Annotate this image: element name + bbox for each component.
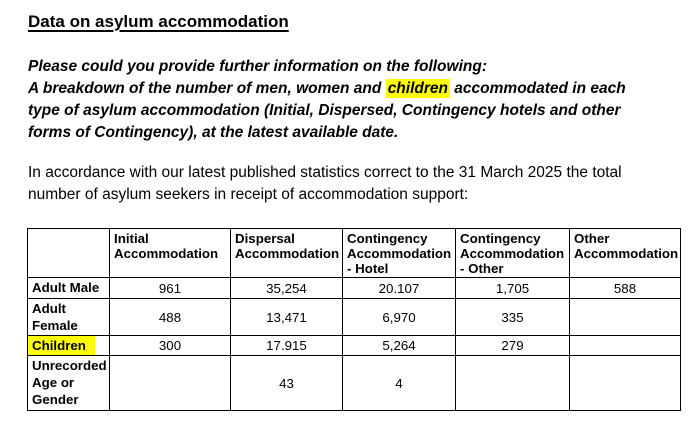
request-line-3: type of asylum accommodation (Initial, D…	[28, 102, 621, 119]
intro-line-1: In accordance with our latest published …	[28, 164, 622, 181]
request-line-2-post: accommodated in each	[454, 80, 626, 97]
table-cell: 5,264	[342, 335, 456, 356]
table-cell: 20.107	[342, 277, 456, 299]
column-header-dispersal: Dispersal Accommodation	[230, 228, 343, 278]
table-cell	[569, 355, 681, 411]
table-header-row: Initial Accommodation Dispersal Accommod…	[27, 228, 681, 278]
row-label-children: Children	[27, 335, 110, 356]
column-header-contingency-other: Contingency Accommodation - Other	[455, 228, 570, 278]
column-header-initial: Initial Accommodation	[109, 228, 231, 278]
request-line-1: Please could you provide further informa…	[28, 58, 487, 75]
table-cell: 43	[230, 355, 343, 411]
request-line-2-pre: A breakdown of the number of men, women …	[28, 80, 382, 97]
row-label-adult-male: Adult Male	[27, 277, 110, 299]
table-row-adult-male: Adult Male 961 35,254 20.107 1,705 588	[27, 277, 681, 299]
highlighted-word-children: children	[385, 79, 450, 98]
table-cell: 17.915	[230, 335, 343, 356]
table-cell: 961	[109, 277, 231, 299]
table-cell: 300	[109, 335, 231, 356]
request-line-2: A breakdown of the number of men, women …	[28, 78, 626, 100]
table-cell: 13,471	[230, 298, 343, 336]
table-row-children: Children 300 17.915 5,264 279	[27, 335, 681, 356]
table-cell: 35,254	[230, 277, 343, 299]
page-title: Data on asylum accommodation	[28, 12, 289, 31]
request-line-4: forms of Contingency), at the latest ava…	[28, 124, 399, 141]
row-label-adult-female: Adult Female	[27, 298, 110, 336]
table-cell: 279	[455, 335, 570, 356]
intro-paragraph: In accordance with our latest published …	[28, 162, 622, 206]
asylum-accommodation-table: Initial Accommodation Dispersal Accommod…	[27, 228, 681, 411]
table-cell	[455, 355, 570, 411]
table-cell	[569, 298, 681, 336]
table-cell	[109, 355, 231, 411]
table-cell	[569, 335, 681, 356]
table-cell: 335	[455, 298, 570, 336]
table-row-adult-female: Adult Female 488 13,471 6,970 335	[27, 298, 681, 336]
table-cell: 6,970	[342, 298, 456, 336]
table-cell: 1,705	[455, 277, 570, 299]
request-paragraph: Please could you provide further informa…	[28, 56, 626, 144]
column-header-blank	[27, 228, 110, 278]
table-cell: 588	[569, 277, 681, 299]
table-cell: 488	[109, 298, 231, 336]
intro-line-2: number of asylum seekers in receipt of a…	[28, 186, 469, 203]
row-label-unrecorded: Unrecorded Age or Gender	[27, 355, 110, 411]
table-row-unrecorded: Unrecorded Age or Gender 43 4	[27, 355, 681, 411]
table-cell: 4	[342, 355, 456, 411]
column-header-other: Other Accommodation	[569, 228, 681, 278]
column-header-contingency-hotel: Contingency Accommodation - Hotel	[342, 228, 456, 278]
highlighted-label-children: Children	[28, 336, 95, 355]
